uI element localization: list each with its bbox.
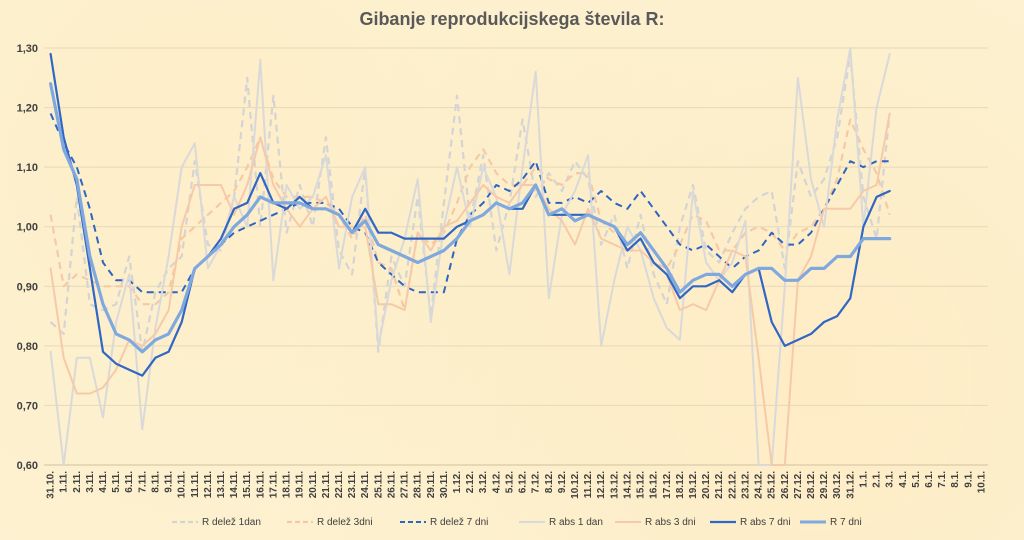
y-axis-ticks: 0,60 0,70 0,80 0,90 1,00 1,10 1,20 1,30 [17, 43, 38, 472]
x-tick-label: 7.1. [937, 471, 948, 488]
legend-label: R delež 1dan [202, 517, 261, 528]
x-tick-label: 7.11. [137, 471, 148, 493]
x-tick-label: 29.11. [426, 471, 437, 498]
x-tick-label: 31.12. [845, 471, 856, 499]
x-tick-label: 27.11. [400, 471, 411, 498]
y-tick-label: 0,60 [17, 460, 38, 472]
x-tick-label: 10.11. [177, 471, 188, 498]
x-tick-label: 23.12. [740, 471, 751, 499]
y-tick-label: 1,30 [17, 43, 38, 55]
x-axis-ticks: 31.10. 1.11. 2.11. 3.11. 4.11. 5.11. 6.11. 7.11… [46, 471, 988, 499]
x-tick-label: 5.1. [911, 471, 922, 488]
x-tick-label: 5.12. [504, 471, 515, 493]
x-tick-label: 21.11. [321, 471, 332, 498]
x-tick-label: 28.12. [806, 471, 817, 499]
x-tick-label: 24.11. [360, 471, 371, 498]
series-line-1 [49, 118, 891, 312]
x-tick-label: 6.1. [924, 471, 935, 488]
x-tick-label: 19.12. [688, 471, 699, 499]
x-tick-label: 2.11. [72, 471, 83, 493]
x-tick-label: 28.11. [413, 471, 424, 498]
x-tick-label: 20.11. [308, 471, 319, 498]
x-tick-label: 31.10. [46, 471, 57, 499]
y-tick-label: 0,90 [17, 281, 38, 293]
x-tick-label: 3.11. [85, 471, 96, 493]
x-tick-label: 12.11. [203, 471, 214, 498]
x-tick-label: 26.12. [780, 471, 791, 499]
x-tick-label: 3.12. [478, 471, 489, 493]
x-tick-label: 8.1. [950, 471, 961, 488]
x-tick-label: 13.11. [216, 471, 227, 498]
x-tick-label: 16.11. [255, 471, 266, 498]
chart-title: Gibanje reprodukcijskega števila R: [359, 9, 664, 29]
legend-label: R delež 3dni [317, 517, 373, 528]
x-tick-label: 8.12. [544, 471, 555, 493]
x-tick-label: 11.11. [190, 471, 201, 498]
x-tick-label: 1.12. [452, 471, 463, 493]
y-tick-label: 1,10 [17, 162, 38, 174]
x-tick-label: 3.1. [885, 471, 896, 488]
x-tick-label: 9.1. [963, 471, 974, 488]
x-tick-label: 17.12. [662, 471, 673, 499]
x-tick-label: 15.11. [242, 471, 253, 498]
x-tick-label: 10.1. [976, 471, 987, 493]
x-tick-label: 21.12. [714, 471, 725, 499]
x-tick-label: 10.12. [570, 471, 581, 499]
x-tick-label: 11.12. [583, 471, 594, 498]
y-tick-label: 1,20 [17, 103, 38, 115]
x-tick-label: 2.1. [872, 471, 883, 488]
x-tick-label: 25.11. [373, 471, 384, 498]
x-tick-label: 6.12. [518, 471, 529, 493]
x-tick-label: 12.12. [596, 471, 607, 499]
x-tick-label: 27.12. [793, 471, 804, 499]
y-tick-label: 1,00 [17, 222, 38, 234]
x-tick-label: 2.12. [465, 471, 476, 493]
x-tick-label: 8.11. [150, 471, 161, 493]
series-line-4 [49, 112, 891, 466]
series-line-3 [49, 47, 891, 466]
series-line-2 [49, 113, 890, 294]
legend-label: R delež 7 dni [430, 517, 488, 528]
x-tick-label: 19.11. [295, 471, 306, 498]
x-tick-label: 22.12. [727, 471, 738, 499]
x-tick-label: 4.1. [898, 471, 909, 488]
x-tick-label: 4.12. [491, 471, 502, 493]
x-tick-label: 6.11. [124, 471, 135, 493]
x-tick-label: 1.1. [858, 471, 869, 488]
legend-label: R abs 1 dan [549, 517, 603, 528]
x-tick-label: 1.11. [59, 471, 70, 493]
x-tick-label: 13.12. [609, 471, 620, 499]
x-tick-label: 9.12. [557, 471, 568, 493]
x-tick-label: 5.11. [111, 471, 122, 493]
x-tick-label: 24.12. [754, 471, 765, 499]
x-tick-label: 15.12. [636, 471, 647, 499]
legend: R delež 1dan R delež 3dni R delež 7 dni R a… [172, 517, 862, 528]
x-tick-label: 9.11. [164, 471, 175, 493]
x-tick-label: 20.12. [701, 471, 712, 499]
x-tick-label: 7.12. [531, 471, 542, 493]
legend-label: R abs 3 dni [645, 517, 696, 528]
x-tick-label: 22.11. [334, 471, 345, 498]
x-tick-label: 16.12. [649, 471, 660, 499]
x-tick-label: 29.12. [819, 471, 830, 499]
series-line-6 [49, 82, 892, 354]
x-tick-label: 25.12. [767, 471, 778, 499]
y-tick-label: 0,80 [17, 341, 38, 353]
x-tick-label: 4.11. [98, 471, 109, 493]
y-tick-label: 0,70 [17, 400, 38, 412]
x-tick-label: 26.11. [386, 471, 397, 498]
x-tick-label: 23.11. [347, 471, 358, 498]
legend-label: R abs 7 dni [740, 517, 791, 528]
x-tick-label: 14.11. [229, 471, 240, 498]
x-tick-label: 18.11. [282, 471, 293, 498]
x-tick-label: 30.12. [832, 471, 843, 499]
x-tick-label: 30.11. [439, 471, 450, 498]
x-tick-label: 17.11. [268, 471, 279, 498]
series-lines [49, 47, 892, 466]
x-tick-label: 18.12. [675, 471, 686, 499]
legend-label: R 7 dni [830, 517, 862, 528]
x-tick-label: 14.12. [622, 471, 633, 499]
